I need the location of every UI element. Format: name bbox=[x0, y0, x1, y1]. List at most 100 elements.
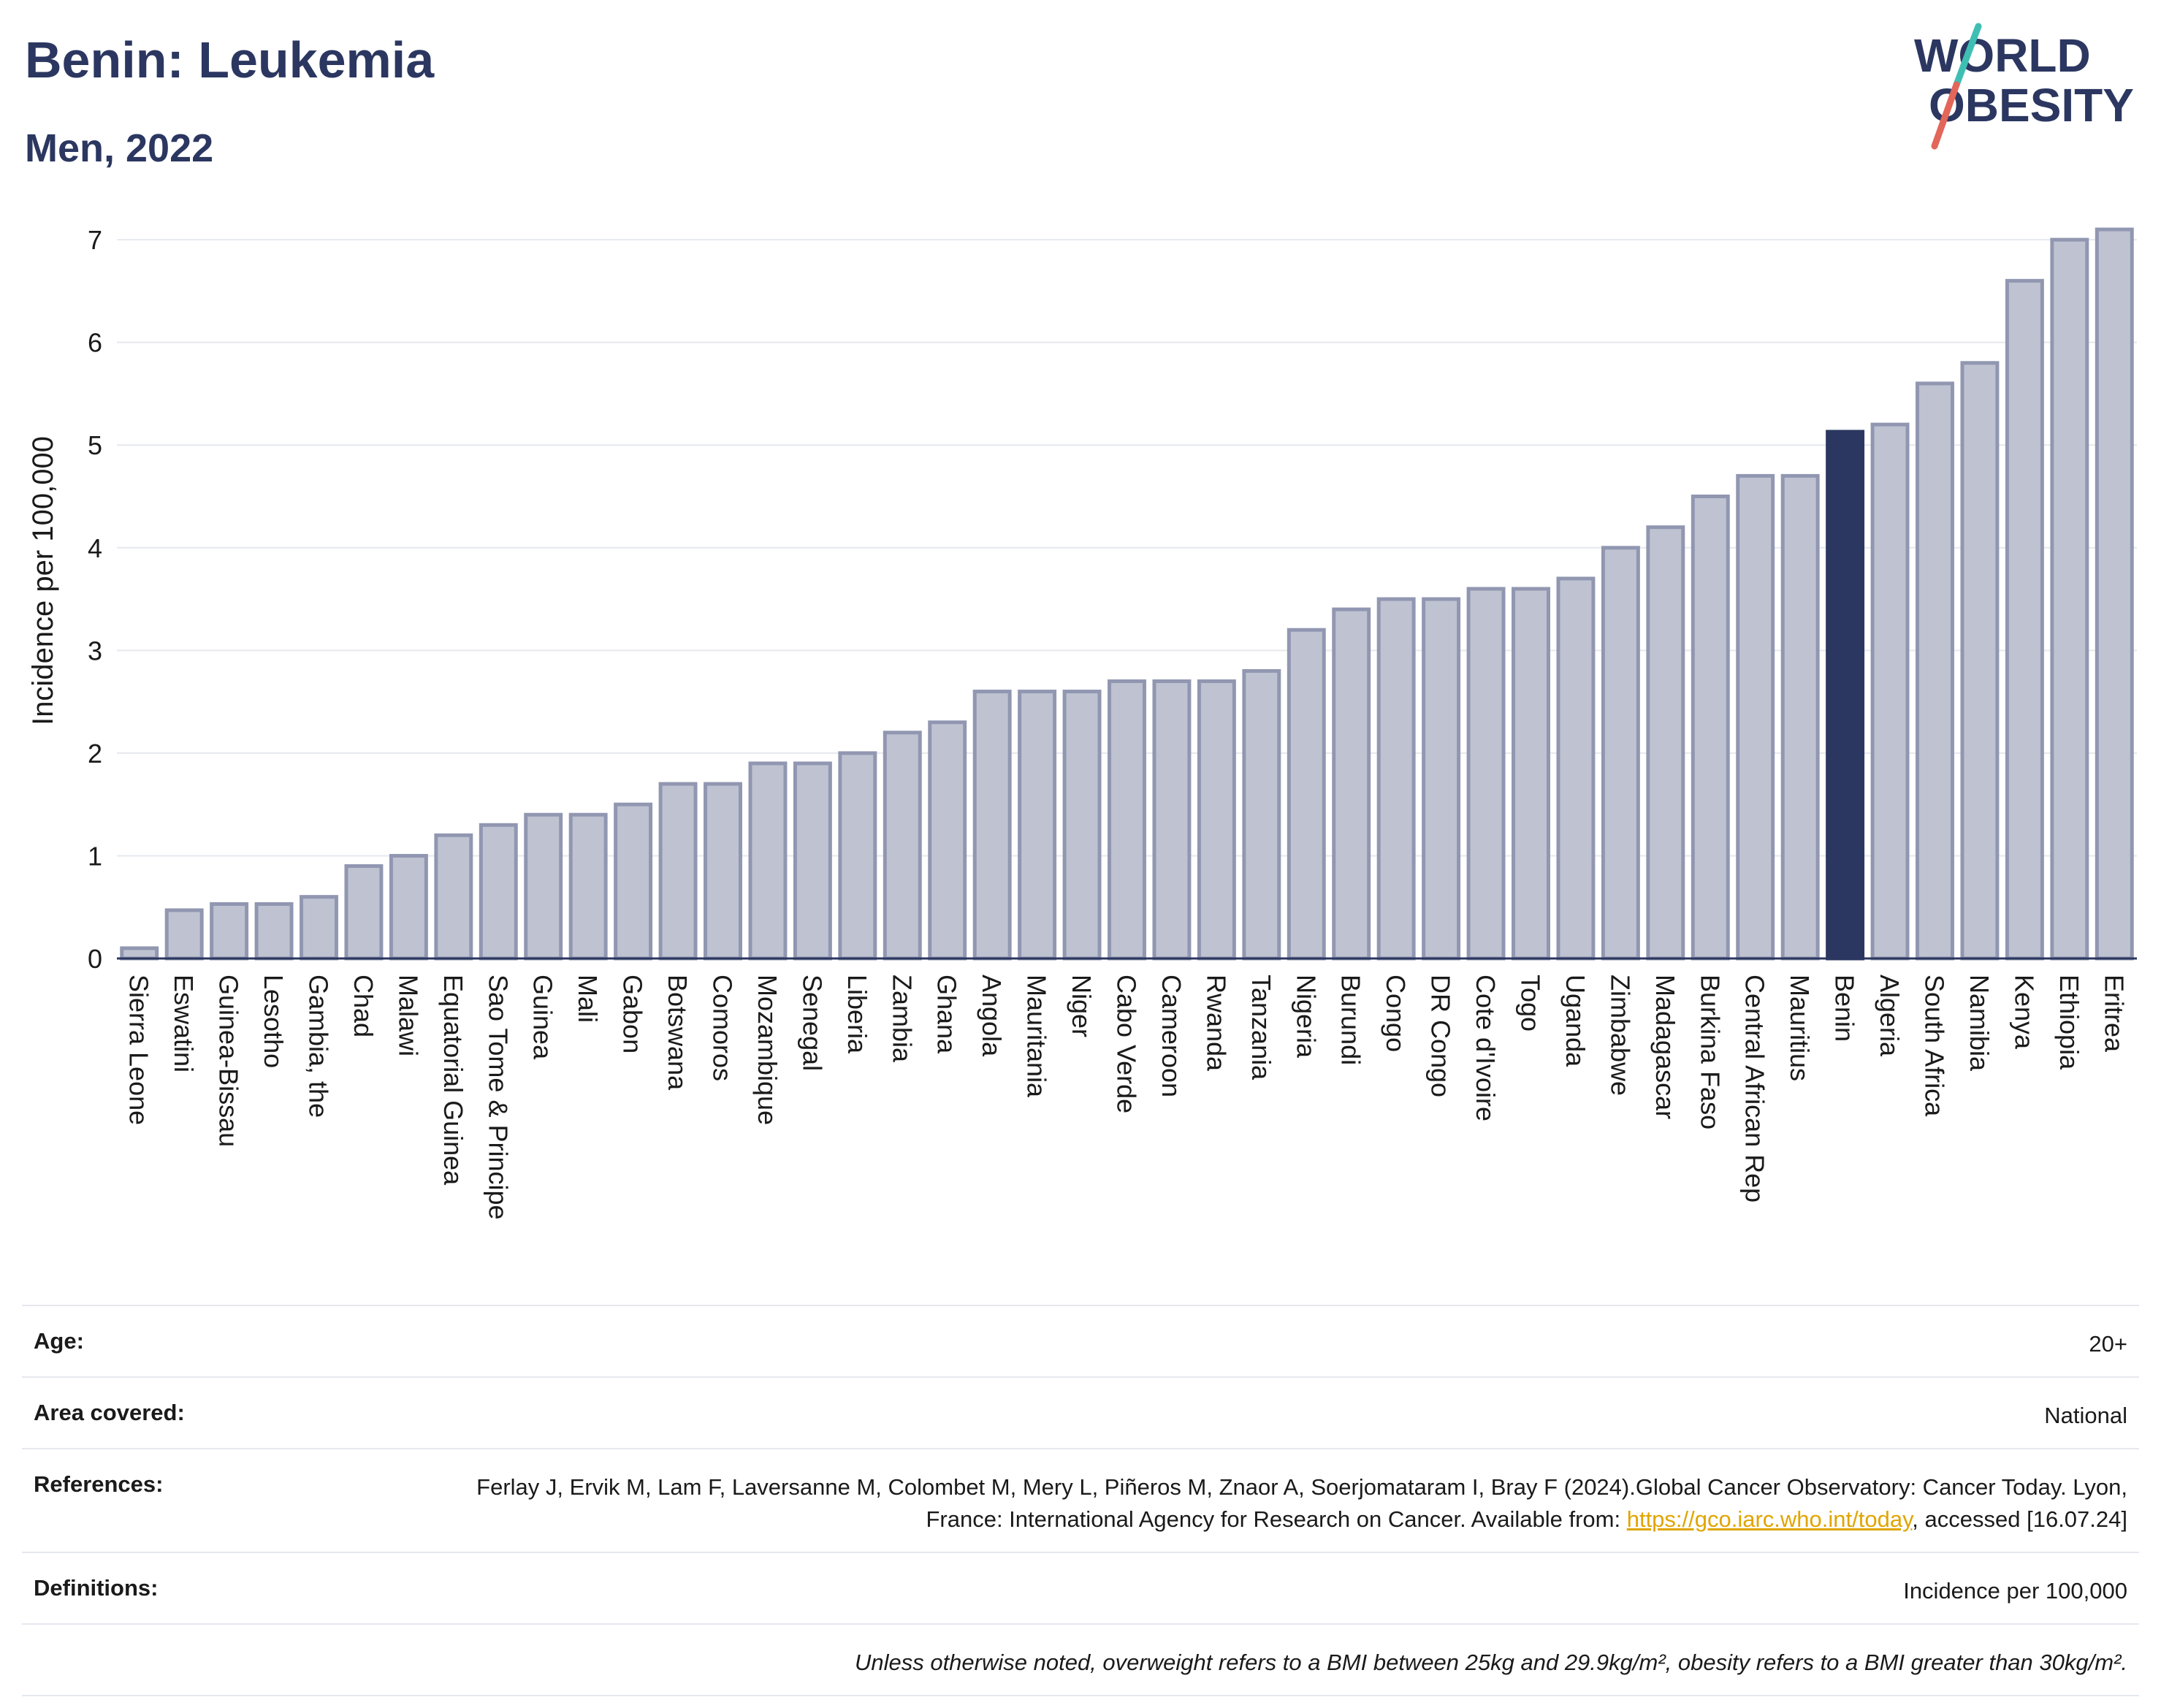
x-tick-label: Liberia bbox=[842, 975, 872, 1054]
references-value: Ferlay J, Ervik M, Lam F, Laversanne M, … bbox=[447, 1471, 2127, 1536]
y-tick-label: 5 bbox=[88, 430, 102, 460]
x-tick-label: Nigeria bbox=[1291, 975, 1321, 1059]
x-tick-label: Mauritania bbox=[1022, 975, 1052, 1098]
info-row-note: Unless otherwise noted, overweight refer… bbox=[22, 1623, 2139, 1696]
x-tick-label: Cote d'Ivoire bbox=[1471, 975, 1501, 1121]
references-text: Ferlay J, Ervik M, Lam F, Laversanne M, … bbox=[476, 1474, 2127, 1532]
page-subtitle: Men, 2022 bbox=[25, 126, 214, 170]
bar bbox=[1242, 668, 1281, 961]
bar bbox=[1960, 361, 2000, 961]
x-tick-label: Mozambique bbox=[752, 975, 782, 1125]
bar bbox=[524, 812, 563, 961]
y-tick-label: 0 bbox=[88, 944, 102, 974]
bar bbox=[1601, 546, 1640, 961]
x-tick-label: DR Congo bbox=[1426, 975, 1456, 1097]
references-tail: , accessed [16.07.24] bbox=[1912, 1506, 2127, 1532]
bar bbox=[748, 761, 788, 961]
bar bbox=[254, 902, 294, 961]
references-link[interactable]: https://gco.iarc.who.int/today bbox=[1626, 1506, 1913, 1532]
x-tick-label: South Africa bbox=[1920, 975, 1950, 1117]
info-row-area: Area covered: National bbox=[22, 1376, 2139, 1448]
y-tick-label: 6 bbox=[88, 328, 102, 358]
bar-highlighted bbox=[1826, 430, 1865, 961]
x-tick-label: Tanzania bbox=[1246, 975, 1276, 1080]
age-label: Age: bbox=[34, 1328, 84, 1354]
bar bbox=[1332, 607, 1371, 961]
bar bbox=[1287, 628, 1326, 961]
bar bbox=[1197, 679, 1236, 961]
bar bbox=[479, 823, 518, 961]
x-tick-label: Burkina Faso bbox=[1695, 975, 1725, 1129]
definitions-value: Incidence per 100,000 bbox=[1903, 1578, 2127, 1604]
x-tick-label: Niger bbox=[1067, 975, 1097, 1037]
x-tick-label: Ghana bbox=[932, 975, 962, 1054]
x-tick-label: Congo bbox=[1381, 975, 1411, 1052]
bar bbox=[389, 853, 428, 961]
y-tick-label: 2 bbox=[88, 739, 102, 769]
area-value: National bbox=[2044, 1403, 2127, 1428]
x-tick-label: Ethiopia bbox=[2054, 975, 2084, 1070]
y-tick-label: 7 bbox=[88, 225, 102, 255]
references-label: References: bbox=[34, 1471, 164, 1497]
bar bbox=[614, 802, 653, 961]
x-tick-label: Kenya bbox=[2009, 975, 2039, 1050]
x-tick-label: Uganda bbox=[1560, 975, 1590, 1067]
x-tick-label: Lesotho bbox=[259, 975, 289, 1068]
bar bbox=[300, 895, 338, 961]
definitions-label: Definitions: bbox=[34, 1575, 159, 1601]
bar bbox=[838, 751, 877, 961]
x-tick-label: Cabo Verde bbox=[1112, 975, 1142, 1113]
logo-slash-red bbox=[1931, 81, 1960, 150]
logo-slash-teal bbox=[1953, 23, 1982, 88]
bar bbox=[1780, 473, 1820, 961]
bar bbox=[1152, 679, 1192, 961]
bar bbox=[2005, 278, 2044, 961]
bar bbox=[1870, 422, 1910, 961]
x-tick-label: Eritrea bbox=[2099, 975, 2129, 1053]
y-axis-ticks: 0 1 2 3 4 5 6 7 bbox=[88, 225, 102, 974]
bar bbox=[164, 908, 204, 961]
bar bbox=[972, 690, 1012, 961]
x-tick-label: Eswatini bbox=[169, 975, 199, 1072]
x-tick-label: Madagascar bbox=[1650, 975, 1680, 1119]
bar bbox=[2050, 237, 2089, 961]
x-tick-label: Mali bbox=[573, 975, 603, 1023]
bar-chart: 0 1 2 3 4 5 6 7 Sierra Leone Eswatini Guinea-Biss… bbox=[27, 225, 2137, 1220]
bar bbox=[1691, 495, 1730, 961]
bar bbox=[1512, 587, 1550, 961]
x-tick-label: Senegal bbox=[797, 975, 827, 1071]
x-tick-label: Namibia bbox=[1964, 975, 1994, 1072]
bar bbox=[344, 864, 384, 961]
age-value: 20+ bbox=[2089, 1331, 2127, 1357]
x-tick-label: Togo bbox=[1516, 975, 1546, 1032]
logo-line-2: OBESITY bbox=[1929, 79, 2134, 131]
x-tick-label: Cameroon bbox=[1156, 975, 1186, 1097]
x-tick-label: Gambia, the bbox=[304, 975, 334, 1118]
bar bbox=[928, 720, 967, 961]
x-tick-label: Zambia bbox=[887, 975, 917, 1063]
x-tick-label: Rwanda bbox=[1201, 975, 1231, 1072]
x-tick-label: Gabon bbox=[618, 975, 648, 1053]
info-row-definitions: Definitions: Incidence per 100,000 bbox=[22, 1552, 2139, 1623]
bar bbox=[2095, 227, 2134, 961]
x-axis-tick-labels: Sierra Leone Eswatini Guinea-Bissau Lesotho… bbox=[124, 975, 2130, 1220]
bar bbox=[434, 833, 473, 961]
bar bbox=[704, 782, 742, 961]
x-tick-label: Sierra Leone bbox=[124, 975, 154, 1125]
bar bbox=[1018, 690, 1057, 961]
bar bbox=[658, 782, 698, 961]
bar bbox=[883, 731, 922, 961]
bmi-note: Unless otherwise noted, overweight refer… bbox=[854, 1650, 2127, 1675]
x-tick-label: Botswana bbox=[663, 975, 693, 1091]
x-tick-label: Comoros bbox=[708, 975, 738, 1081]
info-row-references: References: Ferlay J, Ervik M, Lam F, La… bbox=[22, 1448, 2139, 1552]
bar bbox=[1466, 587, 1506, 961]
x-tick-label: Angola bbox=[977, 975, 1007, 1057]
bars-layer bbox=[120, 227, 2134, 961]
y-tick-label: 3 bbox=[88, 636, 102, 666]
bar bbox=[1108, 679, 1146, 961]
area-label: Area covered: bbox=[34, 1400, 185, 1425]
world-obesity-logo-graphic: WORLD OBESITY bbox=[1914, 23, 2134, 150]
bar bbox=[1646, 525, 1685, 961]
info-table: Age: 20+ Area covered: National Referenc… bbox=[22, 1305, 2139, 1696]
